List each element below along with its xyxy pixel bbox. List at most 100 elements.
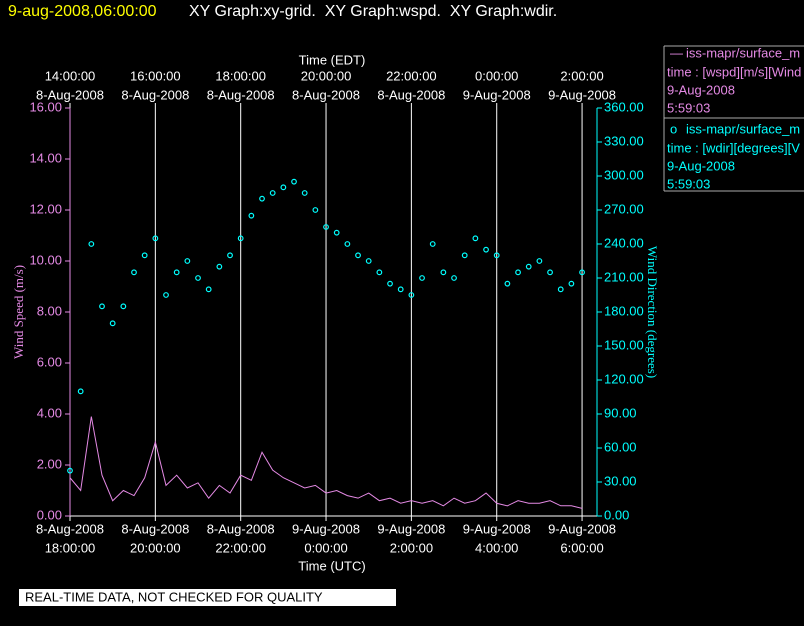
- data-point: [568, 280, 575, 287]
- data-point: [525, 263, 532, 270]
- x2-tick-label: 9-Aug-2008: [548, 87, 616, 102]
- data-point: [579, 269, 585, 276]
- data-point: [205, 286, 212, 293]
- data-point: [152, 235, 159, 242]
- data-point: [163, 292, 169, 298]
- legend-name: iss-mapr/surface_m: [686, 45, 800, 60]
- y2-tick-label: 90.00: [604, 405, 637, 420]
- y2-axis-label: Wind Direction (degrees): [645, 246, 660, 378]
- data-point: [557, 286, 564, 293]
- y2-tick-label: 300.00: [604, 167, 644, 182]
- y2-tick-label: 360.00: [604, 99, 644, 114]
- legend-text: time : [wdir][degrees][V: [667, 140, 800, 155]
- data-point: [333, 229, 340, 236]
- x2-tick-label: 0:00:00: [475, 68, 518, 83]
- x2-axis-label: Time (EDT): [299, 52, 366, 67]
- chart-title: 9-aug-2008,06:00:00: [8, 3, 157, 20]
- y-tick-label: 8.00: [37, 303, 62, 318]
- x-tick-label: 8-Aug-2008: [207, 521, 275, 536]
- y2-tick-label: 180.00: [604, 303, 644, 318]
- x-tick-label: 8-Aug-2008: [36, 521, 104, 536]
- y2-tick-label: 30.00: [604, 473, 637, 488]
- x-tick-label: 9-Aug-2008: [377, 521, 445, 536]
- data-point: [323, 224, 329, 230]
- data-point: [472, 235, 479, 242]
- data-point: [259, 195, 265, 202]
- y-tick-label: 4.00: [37, 405, 62, 420]
- data-point: [109, 320, 116, 327]
- y2-tick-label: 120.00: [604, 371, 644, 386]
- data-point: [88, 241, 95, 247]
- data-point: [248, 212, 255, 219]
- x-axis-label: Time (UTC): [298, 558, 365, 573]
- y2-tick-label: 60.00: [604, 439, 637, 454]
- x2-tick-label: 8-Aug-2008: [377, 87, 445, 102]
- data-point: [483, 246, 489, 253]
- data-point: [515, 269, 521, 276]
- x-tick-label: 0:00:00: [304, 540, 347, 555]
- y2-tick-label: 270.00: [604, 201, 644, 216]
- x-tick-label: 9-Aug-2008: [463, 521, 531, 536]
- x-tick-label: 6:00:00: [560, 540, 603, 555]
- data-point: [77, 388, 84, 395]
- y2-tick-label: 150.00: [604, 337, 644, 352]
- data-point: [312, 207, 319, 213]
- legend-text: 9-Aug-2008: [667, 158, 735, 173]
- data-point: [120, 303, 127, 310]
- data-point: [344, 241, 351, 247]
- y-tick-label: 6.00: [37, 354, 62, 369]
- data-point: [67, 467, 73, 474]
- x-tick-label: 9-Aug-2008: [292, 521, 360, 536]
- y-tick-label: 12.00: [29, 201, 62, 216]
- data-point: [291, 178, 297, 185]
- x-tick-label: 2:00:00: [390, 540, 433, 555]
- series-line: [69, 416, 583, 509]
- data-point: [216, 263, 223, 270]
- data-point: [301, 190, 308, 196]
- data-point: [547, 269, 553, 276]
- data-point: [376, 269, 383, 276]
- legend-mark: o: [670, 121, 677, 136]
- x-tick-label: 4:00:00: [475, 540, 518, 555]
- y2-tick-label: 240.00: [604, 235, 644, 250]
- x-tick-label: 9-Aug-2008: [548, 521, 616, 536]
- x2-tick-label: 16:00:00: [130, 68, 181, 83]
- legend-text: 9-Aug-2008: [667, 82, 735, 97]
- y2-tick-label: 330.00: [604, 133, 644, 148]
- legend-text: time : [wspd][m/s][Wind: [667, 64, 801, 79]
- y-tick-label: 2.00: [37, 456, 62, 471]
- data-point: [536, 258, 543, 264]
- chart-subtitle: XY Graph:xy-grid. XY Graph:wspd. XY Grap…: [189, 3, 557, 20]
- x2-tick-label: 22:00:00: [386, 68, 437, 83]
- legend-mark: —: [670, 45, 683, 60]
- x2-tick-label: 8-Aug-2008: [207, 87, 275, 102]
- data-point: [397, 286, 404, 293]
- data-point: [195, 275, 201, 281]
- data-point: [237, 235, 244, 242]
- x2-tick-label: 8-Aug-2008: [36, 87, 104, 102]
- data-point: [408, 292, 415, 298]
- y-tick-label: 16.00: [29, 99, 62, 114]
- data-point: [365, 258, 372, 264]
- data-point: [131, 269, 137, 276]
- y-tick-label: 10.00: [29, 252, 62, 267]
- x-tick-label: 8-Aug-2008: [121, 521, 189, 536]
- data-point: [99, 303, 105, 310]
- data-point: [440, 269, 447, 276]
- x2-tick-label: 9-Aug-2008: [463, 87, 531, 102]
- data-point: [227, 252, 233, 259]
- data-point: [419, 275, 425, 281]
- y-axis-label: Wind Speed (m/s): [11, 265, 26, 359]
- x2-tick-label: 2:00:00: [560, 68, 603, 83]
- data-point: [504, 280, 511, 287]
- data-point: [355, 252, 361, 259]
- data-point: [141, 252, 148, 259]
- y2-tick-label: 0.00: [604, 507, 629, 522]
- y-tick-label: 14.00: [29, 150, 62, 165]
- data-point: [387, 280, 393, 287]
- data-point: [493, 252, 500, 259]
- x-tick-label: 20:00:00: [130, 540, 181, 555]
- x2-tick-label: 8-Aug-2008: [121, 87, 189, 102]
